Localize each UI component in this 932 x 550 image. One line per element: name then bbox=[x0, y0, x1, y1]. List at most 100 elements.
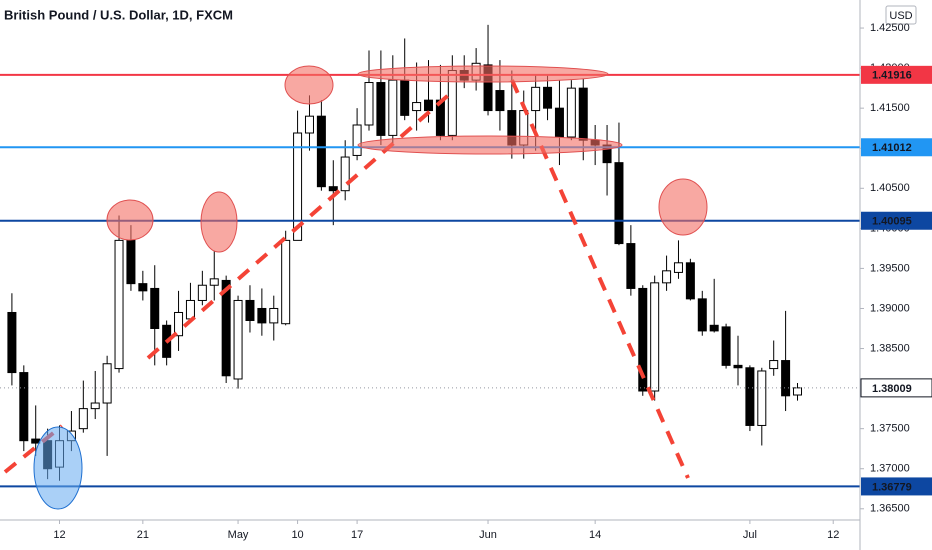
candle-body bbox=[697, 298, 707, 332]
last-price-box bbox=[860, 378, 932, 398]
candle-body bbox=[388, 79, 398, 136]
candle-body bbox=[721, 326, 731, 366]
highlight-ellipse bbox=[106, 199, 154, 241]
currency: USD bbox=[889, 10, 912, 22]
candle-body bbox=[673, 262, 683, 273]
y-tick-label: 1.40500 bbox=[870, 182, 910, 194]
trend-line bbox=[146, 90, 454, 360]
currency-box[interactable] bbox=[885, 5, 917, 25]
candle-body bbox=[174, 311, 184, 337]
candle-body bbox=[400, 79, 410, 116]
highlight-ellipse bbox=[33, 426, 83, 510]
candle-body bbox=[745, 367, 755, 426]
x-tick-label: May bbox=[228, 529, 249, 541]
candle-body bbox=[781, 360, 791, 397]
candle-body bbox=[626, 243, 636, 289]
level-label: 1.40095 bbox=[872, 216, 912, 228]
candle-body bbox=[650, 282, 660, 392]
x-tick-label: 12 bbox=[53, 529, 65, 541]
candle-body bbox=[614, 162, 624, 245]
level-label-box bbox=[861, 138, 932, 157]
y-tick-label: 1.37000 bbox=[870, 463, 910, 475]
y-tick-label: 1.37500 bbox=[870, 423, 910, 435]
candle-body bbox=[221, 279, 231, 377]
chart-title: British Pound / U.S. Dollar, 1D, FXCM bbox=[4, 7, 233, 22]
y-tick-label: 1.38500 bbox=[870, 342, 910, 354]
candle-body bbox=[245, 299, 255, 321]
level-label-box bbox=[861, 477, 932, 496]
y-tick-label: 1.36500 bbox=[870, 503, 910, 515]
candle-body bbox=[352, 124, 362, 156]
candle-body bbox=[376, 82, 386, 136]
candle-body bbox=[638, 287, 648, 392]
drawings bbox=[3, 65, 708, 510]
price-axis bbox=[860, 0, 932, 550]
y-tick-label: 1.39000 bbox=[870, 302, 910, 314]
y-tick-label: 1.42500 bbox=[870, 22, 910, 34]
candle-body bbox=[102, 363, 112, 404]
highlight-ellipse bbox=[200, 191, 238, 253]
candle-body bbox=[269, 307, 279, 324]
candle-body bbox=[769, 360, 779, 370]
candle-body bbox=[340, 156, 350, 192]
candle-body bbox=[412, 102, 422, 112]
candle-body bbox=[495, 90, 505, 112]
candle-body bbox=[554, 107, 564, 138]
candle-body bbox=[304, 115, 314, 134]
candle-body bbox=[78, 408, 88, 430]
x-tick-label: 10 bbox=[291, 529, 303, 541]
title-bg bbox=[0, 4, 256, 26]
level-label: 1.41916 bbox=[872, 70, 912, 82]
level-label-box bbox=[861, 211, 932, 230]
candle-body bbox=[293, 132, 303, 241]
candle-body bbox=[31, 438, 41, 444]
candle-body bbox=[90, 402, 100, 410]
level-label: 1.41012 bbox=[872, 142, 912, 154]
x-tick-label: Jun bbox=[479, 529, 497, 541]
candle-body bbox=[19, 372, 29, 442]
x-tick-label: 17 bbox=[351, 529, 363, 541]
candle-body bbox=[543, 86, 553, 109]
candle-body bbox=[257, 307, 267, 324]
candle-body bbox=[709, 324, 719, 332]
candle-body bbox=[209, 278, 219, 286]
candle-body bbox=[566, 87, 576, 138]
candles bbox=[7, 24, 803, 481]
highlight-ellipse bbox=[658, 178, 708, 236]
last-price-label: 1.38009 bbox=[872, 383, 912, 395]
x-tick-label: 12 bbox=[827, 529, 839, 541]
candle-body bbox=[733, 364, 743, 369]
level-label-box bbox=[861, 65, 932, 84]
y-tick-label: 1.41500 bbox=[870, 102, 910, 114]
x-tick-label: 21 bbox=[137, 529, 149, 541]
x-tick-label: 14 bbox=[589, 529, 601, 541]
highlight-ellipse bbox=[357, 135, 623, 155]
candle-body bbox=[7, 311, 17, 374]
candle-body bbox=[150, 287, 160, 330]
level-label: 1.36779 bbox=[872, 481, 912, 493]
candle-body bbox=[483, 64, 493, 112]
highlight-ellipse bbox=[284, 65, 334, 105]
candle-body bbox=[126, 239, 136, 285]
candle-body bbox=[793, 387, 803, 396]
candle-body bbox=[197, 284, 207, 301]
candle-body bbox=[364, 82, 374, 126]
candle-body bbox=[328, 186, 338, 192]
candle-body bbox=[757, 370, 767, 426]
y-tick-label: 1.39500 bbox=[870, 262, 910, 274]
candle-body bbox=[281, 239, 291, 325]
candle-body bbox=[578, 87, 588, 141]
candle-body bbox=[233, 299, 243, 380]
time-axis bbox=[0, 520, 860, 550]
candle-body bbox=[531, 86, 541, 112]
candle-body bbox=[685, 262, 695, 300]
candle-body bbox=[316, 115, 326, 188]
candle-body bbox=[662, 270, 672, 284]
candle-body bbox=[114, 239, 124, 370]
x-tick-label: Jul bbox=[743, 529, 757, 541]
candle-body bbox=[424, 99, 434, 112]
candle-body bbox=[138, 283, 148, 292]
